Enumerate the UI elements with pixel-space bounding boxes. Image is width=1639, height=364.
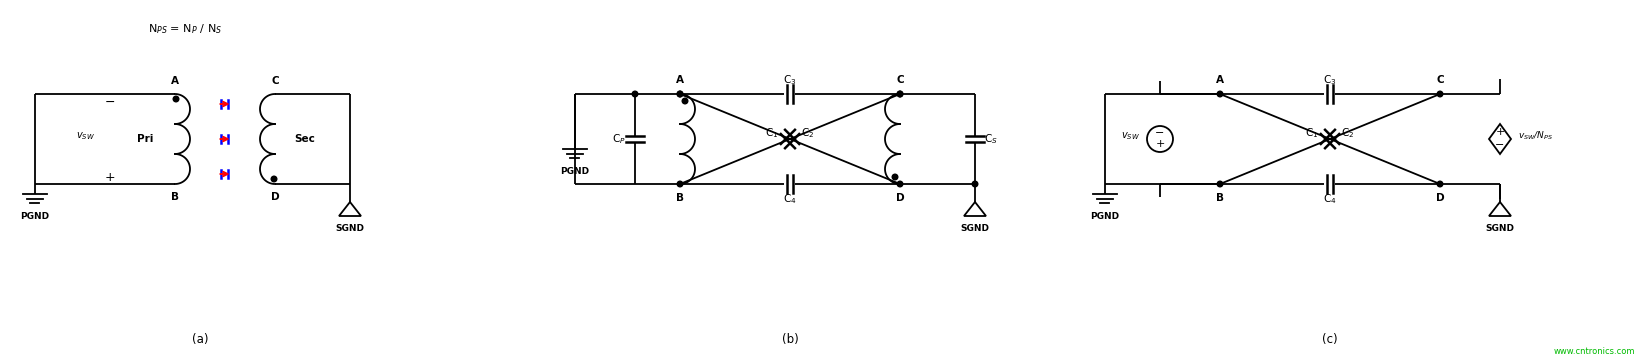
Circle shape bbox=[1216, 91, 1223, 97]
Text: $v_{SW}$: $v_{SW}$ bbox=[75, 130, 95, 142]
Text: (a): (a) bbox=[192, 332, 208, 345]
Text: −: − bbox=[105, 95, 115, 108]
Circle shape bbox=[677, 91, 682, 97]
Circle shape bbox=[677, 181, 682, 187]
Text: $v_{SW}$: $v_{SW}$ bbox=[1121, 130, 1139, 142]
Text: PGND: PGND bbox=[1090, 213, 1119, 222]
Text: −: − bbox=[1154, 128, 1164, 138]
Text: PGND: PGND bbox=[561, 167, 588, 177]
Text: $v_{SW}$/N$_{PS}$: $v_{SW}$/N$_{PS}$ bbox=[1518, 130, 1552, 142]
Circle shape bbox=[897, 91, 901, 97]
Circle shape bbox=[270, 176, 277, 182]
Text: B: B bbox=[1214, 193, 1223, 203]
Circle shape bbox=[972, 181, 977, 187]
Text: A: A bbox=[675, 75, 683, 85]
Text: −: − bbox=[1495, 141, 1503, 150]
Circle shape bbox=[892, 174, 897, 180]
Text: C$_3$: C$_3$ bbox=[783, 73, 797, 87]
Text: C: C bbox=[1436, 75, 1442, 85]
Text: Pri: Pri bbox=[136, 134, 152, 144]
Text: B: B bbox=[675, 193, 683, 203]
Text: C$_2$: C$_2$ bbox=[801, 126, 815, 140]
Text: A: A bbox=[170, 76, 179, 86]
Text: C$_1$: C$_1$ bbox=[1305, 126, 1318, 140]
Text: +: + bbox=[1154, 139, 1164, 150]
Text: SGND: SGND bbox=[336, 225, 364, 233]
Text: C: C bbox=[270, 76, 279, 86]
Text: C$_2$: C$_2$ bbox=[1341, 126, 1354, 140]
Text: C$_3$: C$_3$ bbox=[1323, 73, 1336, 87]
Text: PGND: PGND bbox=[20, 213, 49, 222]
Text: C$_4$: C$_4$ bbox=[1323, 192, 1336, 206]
Circle shape bbox=[1216, 181, 1223, 187]
Text: C$_1$: C$_1$ bbox=[765, 126, 779, 140]
Text: A: A bbox=[1214, 75, 1223, 85]
Text: www.cntronics.com: www.cntronics.com bbox=[1552, 348, 1634, 356]
Circle shape bbox=[174, 96, 179, 102]
Text: C$_S$: C$_S$ bbox=[983, 132, 997, 146]
Circle shape bbox=[1436, 91, 1442, 97]
Text: B: B bbox=[170, 192, 179, 202]
Circle shape bbox=[677, 91, 682, 97]
Text: C$_4$: C$_4$ bbox=[783, 192, 797, 206]
Text: D: D bbox=[1434, 193, 1444, 203]
Text: (c): (c) bbox=[1321, 332, 1337, 345]
Circle shape bbox=[897, 181, 901, 187]
Text: N$_{PS}$ = N$_P$ / N$_S$: N$_{PS}$ = N$_P$ / N$_S$ bbox=[148, 22, 221, 36]
Text: (b): (b) bbox=[782, 332, 798, 345]
Text: +: + bbox=[1495, 127, 1503, 138]
Text: D: D bbox=[895, 193, 903, 203]
Circle shape bbox=[682, 98, 687, 104]
Text: C: C bbox=[895, 75, 903, 85]
Text: SGND: SGND bbox=[960, 225, 988, 233]
Circle shape bbox=[897, 91, 901, 97]
Circle shape bbox=[1436, 181, 1442, 187]
Text: D: D bbox=[270, 192, 279, 202]
Text: SGND: SGND bbox=[1485, 225, 1513, 233]
Text: +: + bbox=[105, 171, 115, 185]
Text: Sec: Sec bbox=[295, 134, 315, 144]
Text: C$_P$: C$_P$ bbox=[611, 132, 626, 146]
Circle shape bbox=[631, 91, 638, 97]
